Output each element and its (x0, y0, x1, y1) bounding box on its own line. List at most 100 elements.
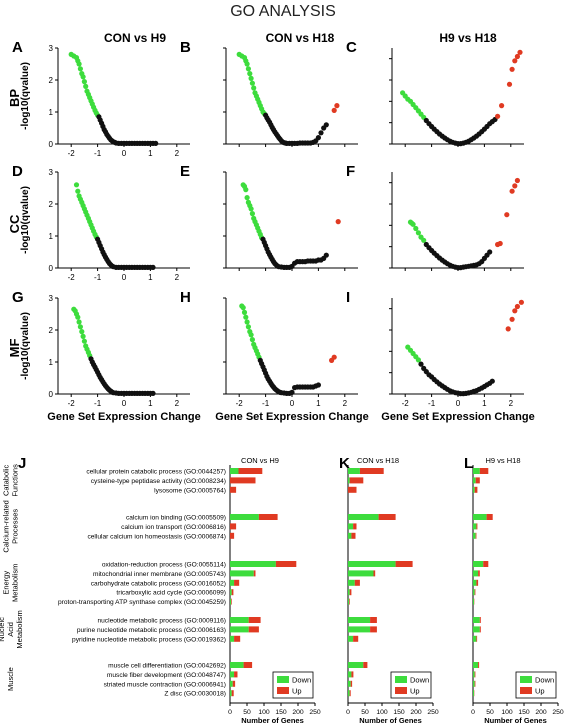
bar-up (248, 626, 259, 633)
data-point-down (81, 338, 87, 344)
bar-down (230, 570, 254, 577)
x-tick-label: 2 (175, 273, 180, 282)
bar-down (473, 532, 476, 539)
data-point-down (243, 187, 249, 193)
group-label-line: Nucleic (0, 617, 6, 642)
data-point-neutral (315, 135, 321, 141)
category-label: muscle cell differentiation (GO:0042692) (108, 663, 226, 670)
bar-up (353, 523, 357, 530)
data-point-down (248, 75, 254, 81)
data-point-up (514, 53, 521, 60)
x-tick-label: 150 (393, 709, 405, 716)
data-point-down (245, 66, 251, 72)
bar-down (230, 662, 244, 668)
data-point-down (421, 237, 427, 243)
bar-up (349, 598, 350, 605)
x-tick-label: 2 (343, 399, 348, 408)
x-tick-label: -1 (94, 273, 102, 282)
x-tick-label: 2 (175, 399, 180, 408)
x-tick-label: 0 (122, 149, 127, 158)
y-tick-label: 2 (49, 76, 54, 85)
panel-letter: H (180, 289, 191, 306)
x-axis-label: Number of Genes (484, 716, 547, 724)
bar-up (230, 532, 235, 539)
x-axis-label: Number of Genes (241, 716, 304, 724)
bar-up (475, 532, 477, 539)
bar-down (473, 626, 480, 633)
group-label-line: Metabolism (15, 610, 24, 648)
data-point-up (331, 354, 337, 360)
scatter-panel-f: F (346, 163, 524, 271)
bar-up (474, 589, 476, 596)
bar-down (473, 589, 475, 596)
panel-letter: E (180, 163, 190, 180)
bar-up (486, 514, 493, 520)
scatter-panel-h: H -2 -1 0 1 2 Gene Set Expression Change (180, 289, 369, 423)
scatter-panel-a: A 0 1 2 3 -2 -1 0 1 2 -log10(qvalue) (12, 39, 190, 158)
bar-down (348, 561, 396, 567)
data-point-down (241, 309, 248, 315)
bar-up (476, 635, 478, 642)
bar-down (348, 477, 350, 484)
x-tick-label: -2 (68, 149, 76, 158)
bar-down (230, 617, 249, 623)
category-label: pyridine nucleotide metabolic process (G… (72, 636, 226, 643)
category-label: purine nucleotide metabolic process (GO:… (77, 627, 226, 634)
bar-up (248, 617, 261, 623)
data-point-down (77, 66, 83, 72)
bar-up (350, 680, 353, 687)
legend-swatch-down (520, 676, 532, 683)
legend-swatch-up (277, 687, 289, 694)
bar-up (243, 662, 253, 668)
data-point-down (77, 324, 83, 330)
bar-up (230, 486, 237, 493)
data-point-down (80, 333, 86, 339)
y-tick-label: 0 (49, 140, 54, 149)
panel-letter: A (12, 39, 23, 56)
x-axis-label: Gene Set Expression Change (215, 411, 368, 423)
category-label: carbohydrate catabolic process (GO:00160… (91, 580, 226, 587)
bar-down (230, 690, 232, 697)
x-tick-label: 2 (175, 149, 180, 158)
scatter-panel-g: G 0 1 2 3 -2 -1 0 1 2 -log10(qvalue) Gene Set Expre… (12, 289, 201, 423)
category-label: Z disc (GO:0030018) (164, 691, 226, 698)
column-title-2: CON vs H18 (266, 31, 335, 45)
data-point-down (244, 61, 250, 67)
x-tick-label: 0 (122, 399, 127, 408)
legend-label-down: Down (292, 676, 311, 685)
x-tick-label: 50 (243, 709, 251, 716)
x-tick-label: 50 (361, 709, 369, 716)
data-point-up (497, 240, 503, 247)
y-axis-label: -log10(qvalue) (20, 186, 31, 254)
data-point-up (514, 177, 521, 184)
x-tick-label: -1 (428, 399, 436, 408)
bar-up (476, 523, 478, 530)
data-point-up (509, 316, 515, 322)
bar-up (349, 690, 351, 697)
data-point-neutral (315, 382, 321, 388)
scatter-panel-d: D 0 1 2 3 -2 -1 0 1 2 -log10(qvalue) (12, 163, 190, 282)
legend-label-up: Up (535, 687, 545, 696)
panel-letter: C (346, 39, 357, 56)
y-axis-label: -log10(qvalue) (20, 62, 31, 130)
data-point-down (245, 324, 251, 330)
data-point-up (514, 303, 521, 310)
panel-letter: K (339, 455, 350, 472)
bar-down (348, 690, 350, 697)
bar-down (230, 680, 233, 687)
data-point-down (243, 314, 249, 320)
bar-down (348, 514, 379, 520)
x-tick-label: 2 (509, 399, 514, 408)
data-point-up (495, 113, 501, 119)
bar-down (473, 680, 475, 687)
scatter-panel-c: C (346, 39, 524, 147)
bar-down (473, 514, 487, 520)
data-point-down (76, 61, 82, 67)
data-point-down (81, 79, 87, 85)
bar-down (230, 598, 231, 605)
x-tick-label: -2 (68, 399, 76, 408)
bar-up (474, 671, 476, 678)
data-point-up (512, 58, 518, 64)
bar-up (349, 589, 352, 596)
bar-down (473, 617, 480, 623)
